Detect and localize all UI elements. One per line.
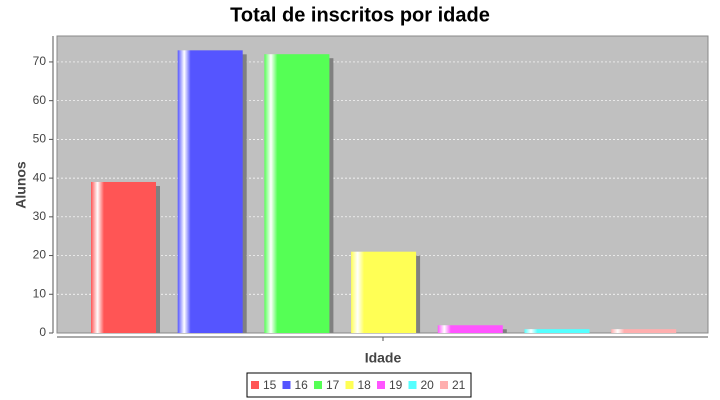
legend-label: 15 xyxy=(263,378,277,392)
y-tick-label: 30 xyxy=(33,209,47,223)
bar xyxy=(611,329,677,333)
bar xyxy=(264,54,330,334)
legend-swatch xyxy=(282,381,291,389)
chart-title: Total de inscritos por idade xyxy=(230,4,490,26)
x-axis-label: Idade xyxy=(365,350,402,366)
legend-label: 17 xyxy=(326,378,340,392)
y-tick-label: 0 xyxy=(39,325,46,339)
legend-swatch xyxy=(440,381,448,389)
bar xyxy=(524,329,590,333)
y-tick-label: 40 xyxy=(33,170,47,184)
legend-label: 18 xyxy=(358,378,372,392)
legend-swatch xyxy=(345,381,354,389)
bar xyxy=(351,251,417,333)
y-tick-label: 20 xyxy=(33,248,47,262)
bar xyxy=(437,325,503,333)
bar xyxy=(177,50,243,334)
y-tick-label: 70 xyxy=(33,54,47,68)
legend-swatch xyxy=(314,381,322,389)
y-axis-label: Alunos xyxy=(13,161,29,209)
legend-swatch xyxy=(408,381,417,389)
y-tick-label: 10 xyxy=(33,286,47,300)
y-tick-label: 50 xyxy=(33,132,47,146)
legend-label: 16 xyxy=(295,378,309,392)
bar xyxy=(91,181,156,333)
legend-label: 21 xyxy=(452,378,466,392)
y-tick-label: 60 xyxy=(33,93,47,107)
legend-swatch xyxy=(251,381,259,389)
legend-swatch xyxy=(377,381,385,389)
legend-label: 20 xyxy=(421,378,435,392)
legend-label: 19 xyxy=(389,378,403,392)
